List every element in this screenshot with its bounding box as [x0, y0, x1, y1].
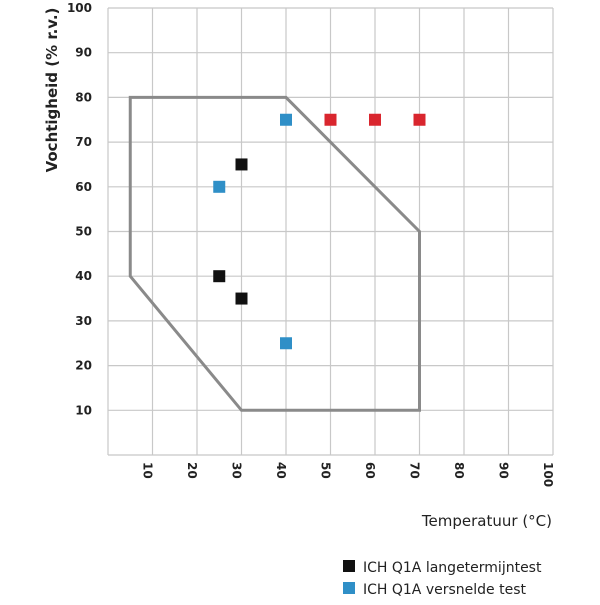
test-region-outline	[128, 95, 421, 412]
data-point	[324, 113, 337, 126]
y-tick-label: 100	[67, 1, 92, 15]
x-tick-label: 100	[541, 462, 555, 487]
x-tick-label: 50	[319, 462, 333, 479]
x-tick-label: 90	[497, 462, 511, 479]
y-axis-label: Vochtigheid (% r.v.)	[43, 8, 61, 173]
y-tick-label: 40	[75, 269, 92, 283]
x-tick-label: 10	[141, 462, 155, 479]
data-point	[413, 113, 426, 126]
y-tick-label: 60	[75, 180, 92, 194]
y-tick-label: 30	[75, 314, 92, 328]
points-layer	[213, 113, 426, 350]
x-axis-label: Temperatuur (°C)	[421, 512, 552, 530]
grid	[107, 7, 554, 456]
x-tick-label: 80	[452, 462, 466, 479]
y-tick-label: 70	[75, 135, 92, 149]
legend-label: ICH Q1A versnelde test	[363, 582, 527, 598]
x-tick-label: 70	[408, 462, 422, 479]
x-tick-label: 30	[230, 462, 244, 479]
legend: ICH Q1A langetermijntest ICH Q1A versnel…	[343, 560, 542, 598]
region-layer	[128, 95, 421, 412]
tick-labels: 10 20 30 40 50 60 70 80 90 100 10 20 30 40 50 60 70 80 90 1…	[67, 1, 555, 487]
data-point	[213, 270, 226, 283]
data-point	[369, 113, 381, 126]
y-tick-label: 10	[75, 403, 92, 417]
legend-swatch	[343, 560, 355, 572]
legend-label: ICH Q1A langetermijntest	[363, 560, 542, 576]
y-tick-label: 50	[75, 225, 92, 239]
y-tick-label: 80	[75, 90, 92, 104]
legend-swatch	[343, 582, 355, 594]
x-tick-label: 20	[185, 462, 199, 479]
data-point	[235, 292, 248, 305]
data-point	[213, 180, 226, 193]
y-tick-label: 20	[75, 359, 92, 373]
x-tick-label: 40	[274, 462, 288, 479]
x-tick-label: 60	[363, 462, 377, 479]
data-point	[280, 113, 292, 126]
data-point	[235, 158, 248, 171]
data-point	[280, 337, 292, 350]
y-tick-label: 90	[75, 46, 92, 60]
